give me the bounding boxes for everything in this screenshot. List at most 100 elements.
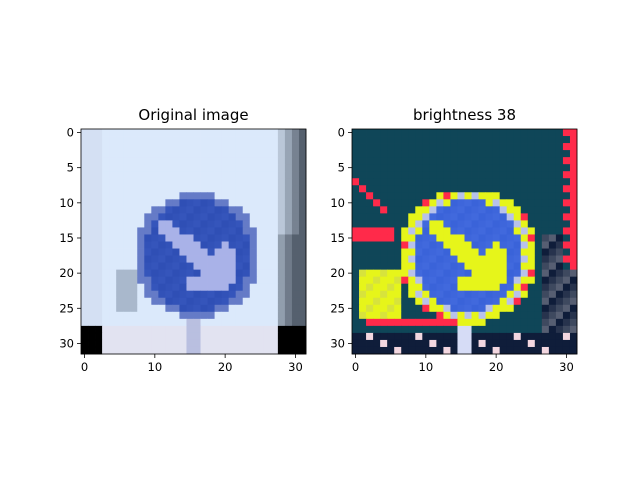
pixel	[535, 256, 542, 263]
pixel	[95, 326, 102, 333]
pixel	[81, 277, 88, 284]
pixel	[292, 319, 299, 326]
pixel	[457, 249, 464, 256]
pixel	[422, 291, 429, 298]
pixel	[415, 284, 422, 291]
pixel	[514, 333, 521, 340]
pixel	[278, 305, 285, 312]
pixel	[229, 270, 236, 277]
pixel	[352, 136, 359, 143]
pixel	[457, 305, 464, 312]
pixel	[102, 326, 109, 333]
pixel	[373, 143, 380, 150]
pixel	[151, 164, 158, 171]
pixel	[549, 206, 556, 213]
pixel	[158, 319, 165, 326]
y-tick-label: 15	[59, 231, 74, 245]
pixel	[408, 157, 415, 164]
pixel	[172, 333, 179, 340]
pixel	[472, 298, 479, 305]
pixel	[250, 249, 257, 256]
pixel	[278, 143, 285, 150]
pixel	[373, 227, 380, 234]
pixel	[102, 164, 109, 171]
pixel	[88, 234, 95, 241]
pixel	[215, 150, 222, 157]
pixel	[408, 164, 415, 171]
pixel	[109, 157, 116, 164]
pixel	[465, 298, 472, 305]
pixel	[95, 164, 102, 171]
pixel	[179, 319, 186, 326]
pixel	[116, 185, 123, 192]
pixel	[479, 340, 486, 347]
pixel	[352, 277, 359, 284]
pixel	[465, 270, 472, 277]
pixel	[81, 234, 88, 241]
pixel	[535, 249, 542, 256]
pixel	[514, 164, 521, 171]
pixel	[521, 263, 528, 270]
pixel	[151, 206, 158, 213]
pixel	[542, 206, 549, 213]
pixel	[172, 347, 179, 354]
pixel	[236, 326, 243, 333]
pixel	[408, 227, 415, 234]
pixel	[500, 157, 507, 164]
pixel	[500, 164, 507, 171]
pixel	[507, 171, 514, 178]
pixel	[215, 199, 222, 206]
pixel	[151, 263, 158, 270]
pixel	[172, 227, 179, 234]
pixel	[130, 277, 137, 284]
pixel	[130, 242, 137, 249]
pixel	[408, 256, 415, 263]
pixel	[271, 256, 278, 263]
pixel	[493, 129, 500, 136]
pixel	[201, 234, 208, 241]
pixel	[521, 305, 528, 312]
pixel	[151, 192, 158, 199]
pixel	[549, 164, 556, 171]
pixel	[549, 234, 556, 241]
pixel	[415, 312, 422, 319]
pixel	[415, 164, 422, 171]
pixel	[172, 305, 179, 312]
pixel	[380, 284, 387, 291]
pixel	[465, 164, 472, 171]
pixel	[222, 340, 229, 347]
pixel	[186, 305, 193, 312]
pixel	[352, 256, 359, 263]
pixel	[479, 333, 486, 340]
pixel	[88, 347, 95, 354]
pixel	[236, 171, 243, 178]
pixel	[130, 185, 137, 192]
pixel	[144, 277, 151, 284]
pixel	[457, 263, 464, 270]
pixel	[366, 227, 373, 234]
pixel	[373, 213, 380, 220]
pixel	[542, 319, 549, 326]
pixel	[243, 333, 250, 340]
pixel	[158, 333, 165, 340]
pixel	[542, 213, 549, 220]
pixel	[144, 305, 151, 312]
pixel	[292, 256, 299, 263]
pixel	[542, 164, 549, 171]
pixel	[366, 192, 373, 199]
pixel	[208, 347, 215, 354]
pixel	[81, 263, 88, 270]
pixel	[257, 164, 264, 171]
pixel	[450, 263, 457, 270]
pixel	[549, 143, 556, 150]
pixel	[500, 312, 507, 319]
pixel	[278, 333, 285, 340]
pixel	[194, 277, 201, 284]
pixel	[493, 171, 500, 178]
pixel	[401, 227, 408, 234]
pixel	[408, 284, 415, 291]
pixel	[521, 291, 528, 298]
pixel	[158, 227, 165, 234]
pixel	[359, 143, 366, 150]
pixel	[158, 185, 165, 192]
